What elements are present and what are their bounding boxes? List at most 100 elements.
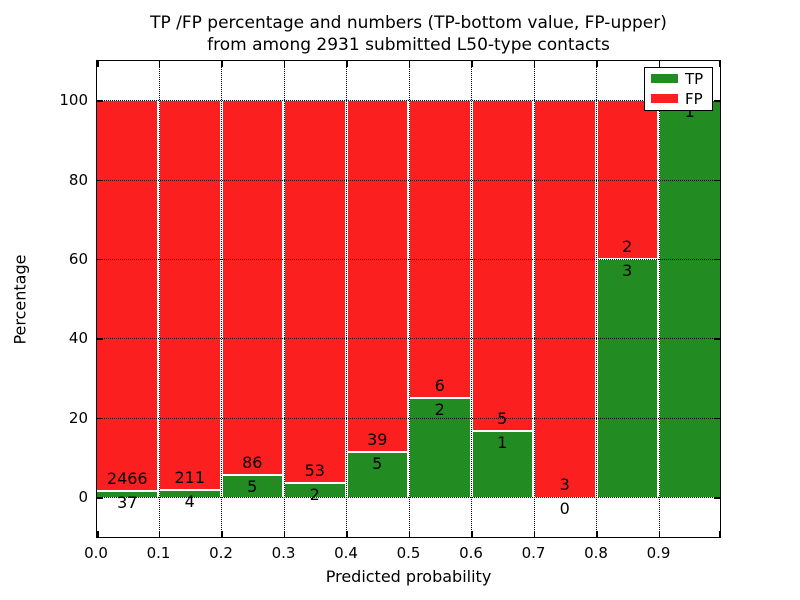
fp-count-label: 3 (559, 475, 570, 495)
x-tick-label: 0.1 (146, 544, 171, 562)
tp-bar (408, 397, 471, 498)
y-tick-mark-right (714, 100, 720, 102)
gridline-horizontal (96, 497, 721, 499)
y-tick-mark (97, 338, 103, 340)
fp-bar (346, 100, 409, 452)
gridline-horizontal (96, 258, 721, 260)
fp-count-label: 2 (622, 236, 633, 256)
fp-legend-swatch-icon (651, 94, 678, 103)
x-tick-label: 0.6 (459, 544, 483, 562)
fp-bar (596, 100, 659, 259)
legend-item: TP (645, 69, 712, 88)
x-tick-label: 0.4 (334, 544, 358, 562)
legend-box: TP FP (644, 67, 713, 111)
x-tick-mark-top (596, 61, 598, 67)
gridline-vertical (221, 60, 222, 538)
y-tick-label: 0 (78, 488, 88, 507)
y-tick-mark (97, 417, 103, 420)
tp-bar (221, 475, 284, 498)
tp-count-label: 0 (559, 499, 570, 519)
x-tick-label: 0.8 (584, 544, 608, 562)
tp-count-label: 2 (434, 399, 445, 419)
fp-bar (96, 100, 159, 492)
x-tick-label: 0.0 (84, 544, 108, 562)
tp-bar (658, 100, 721, 498)
fp-bar (471, 100, 534, 431)
bar-boundary-edge (471, 429, 534, 432)
bar-boundary-edge (96, 490, 159, 493)
x-tick-mark (408, 531, 410, 537)
gridline-vertical (471, 60, 472, 538)
gridline-vertical (658, 60, 660, 538)
y-axis-label: Percentage (10, 254, 30, 345)
legend-item-label: FP (685, 89, 703, 108)
y-tick-mark (97, 179, 103, 181)
y-tick-mark-right (714, 258, 720, 261)
fp-count-label: 2466 (106, 469, 148, 489)
gridline-horizontal (96, 179, 721, 181)
x-tick-mark-top (658, 61, 660, 67)
x-tick-label: 0.5 (396, 544, 421, 562)
tp-count-label: 37 (117, 493, 138, 513)
y-tick-label: 40 (68, 329, 88, 348)
fp-bar (408, 100, 471, 398)
tp-count-label: 4 (184, 491, 195, 511)
fp-bar (158, 100, 221, 490)
y-tick-mark-right (714, 497, 720, 499)
x-tick-label: 0.2 (209, 544, 233, 562)
bar-boundary-edge (346, 450, 409, 453)
gridline-vertical (533, 60, 535, 538)
tp-count-label: 5 (372, 453, 383, 473)
x-axis-label: Predicted probability (325, 567, 492, 586)
fp-count-label: 6 (434, 375, 445, 395)
fp-count-label: 86 (242, 453, 263, 473)
tp-bar (96, 491, 159, 498)
x-tick-mark (97, 531, 99, 537)
tp-count-label: 5 (247, 477, 258, 497)
x-tick-mark (658, 531, 660, 537)
gridline-vertical (158, 60, 160, 538)
x-tick-mark-top (221, 61, 223, 67)
x-tick-mark-top (471, 61, 473, 67)
y-tick-label: 20 (68, 408, 88, 427)
x-tick-mark (221, 531, 223, 537)
gridline-horizontal (96, 338, 721, 340)
chart-title-line1: TP /FP percentage and numbers (TP-bottom… (150, 13, 667, 33)
legend-item-label: TP (685, 69, 704, 88)
fp-bar (283, 100, 346, 483)
tp-count-label: 1 (497, 432, 508, 452)
gridline-vertical (408, 60, 410, 538)
x-tick-mark-top (719, 61, 721, 67)
y-tick-mark-right (714, 417, 720, 420)
tp-legend-swatch-icon (651, 74, 678, 83)
gridline-vertical (283, 60, 285, 538)
x-tick-mark-top (158, 61, 160, 67)
tp-bar (158, 489, 221, 498)
bar-boundary-edge (283, 481, 346, 484)
x-tick-label: 0.7 (521, 544, 546, 562)
plot-area: 2466 37 211 4 86 5 53 2 39 5 6 2 5 1 3 0 2 3 1 TP FP (96, 60, 721, 538)
y-tick-mark (97, 497, 103, 499)
tp-count-label: 3 (622, 260, 633, 280)
tp-bar (596, 258, 659, 498)
x-tick-label: 0.3 (271, 544, 296, 562)
x-tick-mark (719, 531, 721, 537)
x-tick-mark (533, 531, 535, 537)
legend-item: FP (645, 89, 712, 108)
x-tick-mark-top (283, 61, 285, 67)
gridline-vertical (346, 60, 347, 538)
fp-bar (221, 100, 284, 476)
x-tick-mark (283, 531, 285, 537)
tp-bar (471, 430, 534, 498)
x-tick-mark (346, 531, 348, 537)
bar-boundary-edge (158, 488, 221, 491)
fp-count-label: 39 (367, 429, 388, 449)
fp-count-label: 53 (304, 460, 325, 480)
tp-bar (346, 451, 409, 498)
tp-count-label: 1 (684, 102, 695, 122)
y-tick-label: 100 (59, 91, 88, 110)
fp-bar (533, 100, 596, 498)
gridline-horizontal (96, 417, 721, 419)
tp-count-label: 2 (309, 484, 320, 504)
